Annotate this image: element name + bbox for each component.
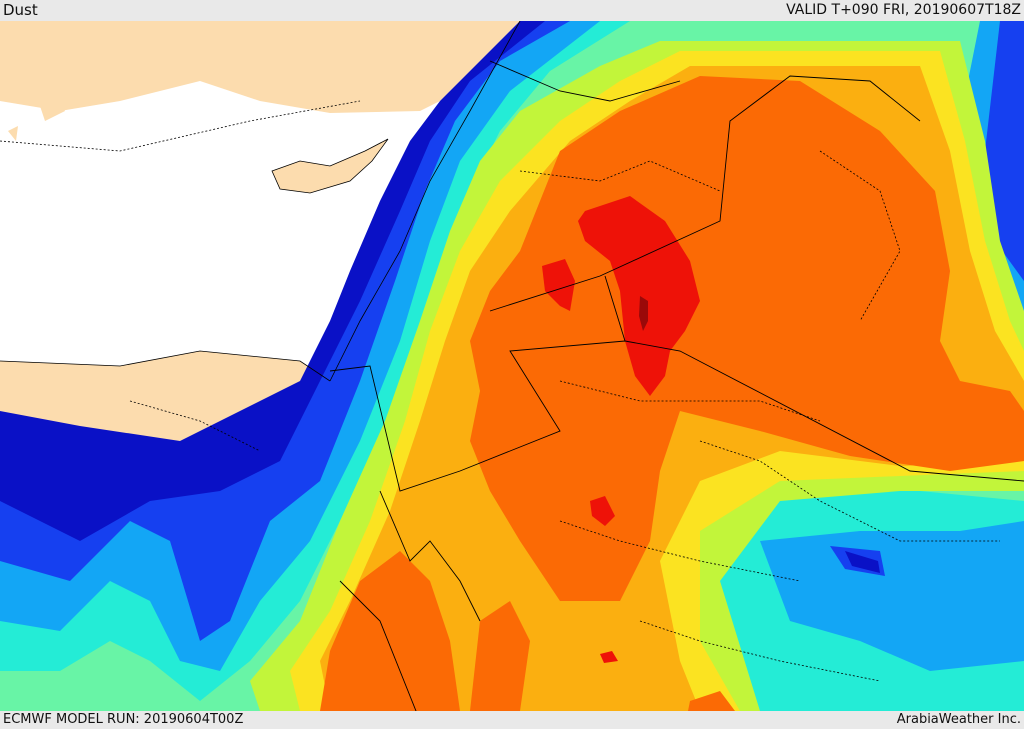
header-bar xyxy=(0,0,1024,21)
valid-time: VALID T+090 FRI, 20190607T18Z xyxy=(786,2,1021,18)
land-turkey xyxy=(0,21,520,113)
country-borders xyxy=(329,60,1024,711)
land-islands xyxy=(8,56,65,141)
dust-forecast-map xyxy=(0,21,1024,711)
credit-label: ArabiaWeather Inc. xyxy=(896,712,1021,727)
map-title: Dust xyxy=(3,1,38,19)
coastline xyxy=(0,21,521,382)
dust-field xyxy=(0,21,1024,711)
footer-bar xyxy=(0,711,1024,729)
province-borders xyxy=(0,100,1000,682)
model-run-label: ECMWF MODEL RUN: 20190604T00Z xyxy=(3,712,244,727)
